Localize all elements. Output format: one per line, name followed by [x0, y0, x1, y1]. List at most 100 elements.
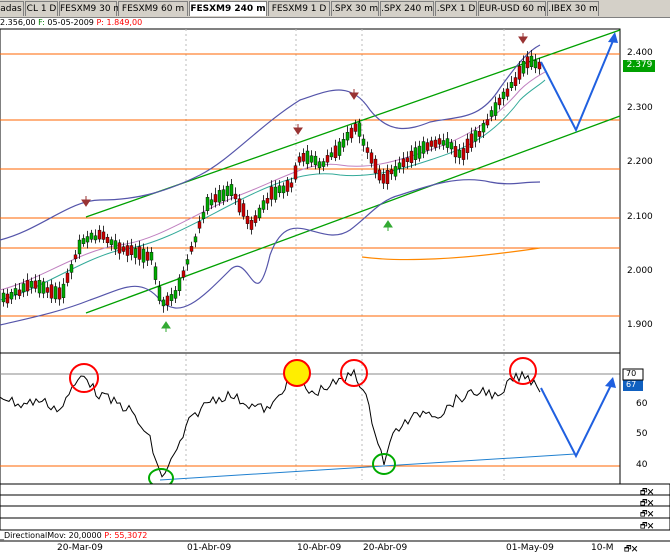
candle-body — [249, 219, 254, 230]
peak-circle-highlight — [283, 359, 311, 387]
candle-body — [177, 277, 182, 292]
peak-circle — [340, 359, 368, 387]
candle-body — [261, 200, 266, 210]
peak-circle — [509, 357, 537, 385]
price-panel-frame — [0, 28, 621, 354]
osc-tick: 60 — [636, 399, 648, 409]
candle-body — [21, 283, 26, 293]
tab-spx-30m[interactable]: .SPX 30 m — [331, 1, 379, 16]
candle-body — [457, 149, 462, 158]
tab-cl-1d[interactable]: CL 1 D — [25, 1, 58, 16]
candle-body — [257, 207, 262, 219]
panel-buttons[interactable]: 🗗🗙 — [640, 509, 654, 518]
candle-body — [101, 231, 106, 240]
tab-fesxm9-30m[interactable]: FESXM9 30 m — [59, 1, 122, 16]
candle-body — [421, 141, 426, 154]
candle-body — [429, 140, 434, 147]
candle-body — [533, 60, 538, 69]
candle-body — [353, 123, 358, 132]
candle-body — [505, 88, 510, 97]
candle-body — [301, 153, 306, 162]
tab-eur-usd-60m[interactable]: EUR-USD 60 m — [478, 1, 546, 16]
candle-body — [217, 190, 222, 203]
info-p-value: 1.849,00 — [106, 18, 143, 27]
price-tick: 2.100 — [627, 212, 653, 222]
candle-body — [89, 232, 94, 240]
panel-buttons[interactable]: 🗗🗙 — [640, 498, 654, 507]
candle-body — [529, 55, 534, 67]
osc-tick: 40 — [636, 460, 648, 470]
price-tick: 1.900 — [627, 320, 653, 330]
candle-body — [209, 199, 214, 206]
candle-body — [113, 240, 118, 250]
candle-body — [513, 77, 518, 86]
candle-body — [9, 292, 14, 300]
candle-body — [381, 174, 386, 184]
candle-body — [489, 110, 494, 117]
candle-body — [237, 198, 242, 213]
candle-body — [397, 162, 402, 169]
candle-body — [425, 142, 430, 151]
price-tick: 2.400 — [627, 48, 653, 58]
tab-spx-1d[interactable]: .SPX 1 D — [435, 1, 477, 16]
candle-body — [433, 139, 438, 148]
candle-body — [401, 158, 406, 167]
dm-p-label: P: — [104, 531, 112, 540]
candle-body — [137, 246, 142, 260]
candle-body — [33, 280, 38, 289]
candlestick-series — [1, 50, 542, 313]
candle-body — [317, 161, 322, 169]
candle-body — [241, 203, 246, 217]
candle-body — [229, 184, 234, 197]
candle-body — [265, 198, 270, 204]
osc-tick: 50 — [636, 429, 648, 439]
candle-body — [1, 292, 6, 303]
candle-body — [161, 299, 166, 307]
candle-body — [181, 270, 186, 278]
down-arrow-marker — [293, 124, 303, 135]
candle-body — [273, 186, 278, 200]
candle-body — [269, 186, 274, 200]
tab-adas[interactable]: adas — [0, 1, 24, 16]
candle-body — [41, 281, 46, 294]
candle-body — [81, 238, 86, 244]
candle-body — [333, 145, 338, 158]
candle-body — [165, 295, 170, 306]
candle-body — [17, 289, 22, 296]
candle-body — [341, 139, 346, 148]
panel-buttons[interactable]: 🗗🗙 — [640, 487, 654, 496]
candle-body — [481, 123, 486, 133]
time-label: 01-May-09 — [506, 543, 554, 553]
candle-body — [293, 165, 298, 180]
candle-body — [277, 185, 282, 194]
chart-scroll-buttons[interactable]: 🗗🗙 — [624, 544, 638, 553]
candle-body — [441, 140, 446, 146]
candle-body — [473, 130, 478, 142]
candle-body — [117, 242, 122, 254]
down-arrow-marker — [349, 89, 359, 100]
candle-body — [201, 212, 206, 219]
tab-fesxm9-1d[interactable]: FESXM9 1 D — [268, 1, 330, 16]
long-moving-average — [361, 247, 541, 261]
candle-body — [493, 102, 498, 116]
candle-body — [245, 215, 250, 224]
panel-buttons[interactable]: 🗗🗙 — [640, 521, 654, 530]
tab-ibex-30m[interactable]: .IBEX 30 m — [547, 1, 599, 16]
dm-p-value: 55,3072 — [114, 531, 148, 540]
moving-average-line — [0, 79, 546, 301]
candle-body — [285, 180, 290, 192]
candle-body — [157, 286, 162, 301]
candle-body — [369, 152, 374, 164]
osc-value-a: 70 — [626, 369, 637, 378]
osc-value-badge — [623, 380, 643, 391]
current-price-label: 2.379 — [626, 60, 653, 70]
candle-body — [465, 138, 470, 153]
tab-fesxm9-60m[interactable]: FESXM9 60 m — [118, 1, 188, 16]
candle-body — [125, 245, 130, 256]
tab-spx-240m[interactable]: .SPX 240 m — [380, 1, 434, 16]
tab-fesxm9-240m[interactable]: FESXM9 240 m — [189, 1, 267, 16]
price-tick: 2.000 — [627, 266, 653, 276]
candle-body — [69, 264, 74, 273]
candle-body — [305, 150, 310, 165]
